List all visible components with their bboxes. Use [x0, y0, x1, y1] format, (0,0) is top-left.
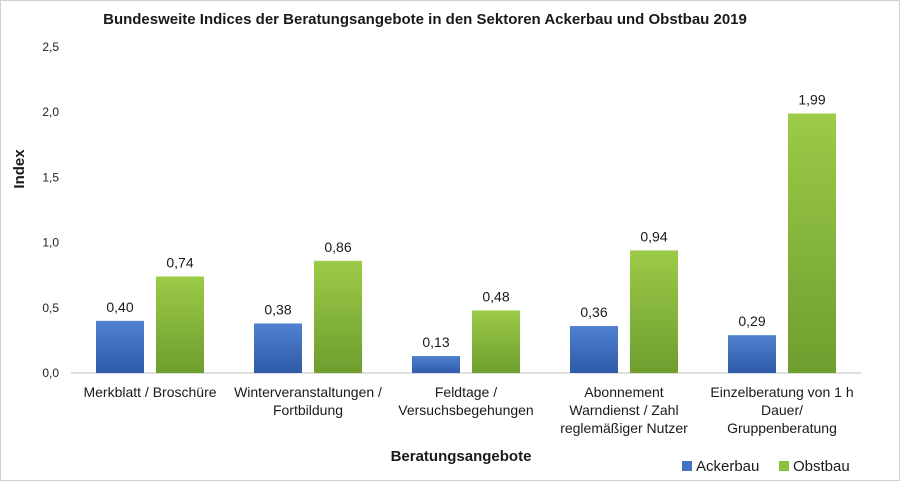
bar-obstbau	[630, 250, 678, 373]
data-label: 0,74	[166, 255, 193, 271]
y-tick-label: 2,5	[42, 40, 59, 54]
y-tick-label: 1,0	[42, 236, 59, 250]
category-label: Abonnement Warndienst / Zahl reglemäßiger …	[560, 384, 688, 436]
bar-ackerbau	[412, 356, 460, 373]
category-label: Winterveranstaltungen / Fortbildung	[234, 384, 382, 418]
y-axis-title: Index	[11, 149, 28, 189]
legend-label-ackerbau: Ackerbau	[696, 458, 759, 475]
bar-ackerbau	[570, 326, 618, 373]
bar-ackerbau	[96, 320, 144, 373]
category-label: Feldtage / Versuchsbegehungen	[398, 384, 533, 418]
data-label: 0,29	[738, 313, 765, 329]
chart-title: Bundesweite Indices der Beratungsangebot…	[103, 11, 747, 28]
y-tick-label: 0,5	[42, 301, 59, 315]
bar-obstbau	[156, 276, 204, 373]
y-axis: 0,0 0,5 1,0 1,5 2,0 2,5	[42, 40, 59, 380]
y-tick-label: 0,0	[42, 366, 59, 380]
legend-swatch-obstbau	[779, 461, 789, 471]
data-label: 0,94	[640, 228, 667, 244]
data-label: 0,40	[106, 299, 133, 315]
category-label: Einzelberatung von 1 h Dauer/Gruppenberat…	[710, 384, 853, 436]
x-axis-title: Beratungsangebote	[391, 448, 532, 465]
data-label: 0,36	[580, 304, 607, 320]
category-label: Merkblatt / Broschüre	[83, 384, 216, 400]
data-label: 0,86	[324, 239, 351, 255]
bar-ackerbau	[254, 323, 302, 373]
legend: Ackerbau Obstbau	[682, 458, 850, 475]
plot-area: 0,40 0,38 0,13 0,36 0,29 0,74 0,86 0,48 0,94 1,99	[96, 92, 836, 373]
data-label: 0,38	[264, 301, 291, 317]
data-label: 0,13	[422, 334, 449, 350]
bar-obstbau	[472, 310, 520, 373]
bar-obstbau	[788, 113, 836, 373]
x-axis: Merkblatt / Broschüre Winterveranstaltung…	[83, 384, 853, 436]
bar-obstbau	[314, 260, 362, 373]
legend-label-obstbau: Obstbau	[793, 458, 850, 475]
y-tick-label: 1,5	[42, 170, 59, 184]
bar-ackerbau	[728, 335, 776, 373]
data-label: 1,99	[798, 92, 825, 108]
y-tick-label: 2,0	[42, 105, 59, 119]
legend-swatch-ackerbau	[682, 461, 692, 471]
data-label: 0,48	[482, 288, 509, 304]
